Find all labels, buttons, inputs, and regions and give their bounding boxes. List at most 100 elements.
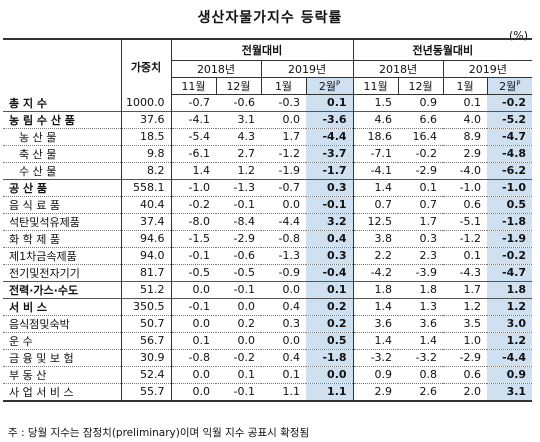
value-cell: 0.0 xyxy=(261,195,306,213)
value-cell: 1.8 xyxy=(352,280,399,298)
value-cell: 4.6 xyxy=(352,110,399,128)
value-cell: 0.4 xyxy=(261,348,306,366)
row-label: 제1차금속제품 xyxy=(3,246,121,264)
value-cell: -0.9 xyxy=(261,263,306,281)
row-label: 운 수 xyxy=(3,331,121,349)
weight-cell: 37.4 xyxy=(120,212,171,230)
weight-cell: 51.2 xyxy=(120,280,171,298)
row-label: 음식점및숙박 xyxy=(3,314,121,332)
weight-cell: 1000.0 xyxy=(120,94,171,111)
table-row: 농 산 물 18.5 -5.4 4.3 1.7 -4.4 18.6 16.4 8.9 -4.7 xyxy=(3,127,533,145)
row-label: 사 업 서 비 스 xyxy=(3,382,121,401)
row-label: 농 산 물 xyxy=(3,127,121,145)
value-cell: 0.0 xyxy=(306,365,354,383)
value-cell: -1.7 xyxy=(306,161,354,179)
value-cell: 2.7 xyxy=(216,144,261,162)
value-cell: -7.1 xyxy=(352,144,399,162)
row-label: 석탄및석유제품 xyxy=(3,212,121,230)
value-cell: -0.1 xyxy=(216,382,261,401)
value-cell: -3.7 xyxy=(306,144,354,162)
value-cell: -0.8 xyxy=(261,229,306,247)
table-row: 축 산 물 9.8 -6.1 2.7 -1.2 -3.7 -7.1 -0.2 2.9 -4.8 xyxy=(3,144,533,162)
value-cell: 0.4 xyxy=(306,229,354,247)
value-cell: 1.2 xyxy=(487,331,533,349)
weight-cell: 94.6 xyxy=(120,229,171,247)
value-cell: 1.4 xyxy=(352,178,399,196)
value-cell: 1.2 xyxy=(216,161,261,179)
value-cell: 3.6 xyxy=(352,314,399,332)
table-row: 농 림 수 산 품 37.6 -4.1 3.1 0.0 -3.6 4.6 6.6 4.0 -5.2 xyxy=(3,110,533,128)
weight-cell: 37.6 xyxy=(120,110,171,128)
value-cell: -1.9 xyxy=(487,229,533,247)
mom-month-1: 1월 xyxy=(260,77,306,95)
table-row: 사 업 서 비 스 55.7 0.0 -0.1 1.1 1.1 2.9 2.6 2.0 3.1 xyxy=(3,382,533,401)
value-cell: 0.8 xyxy=(398,365,444,383)
value-cell: -0.4 xyxy=(306,263,354,281)
table-row: 전력·가스·수도 51.2 0.0 -0.1 0.0 0.1 1.8 1.8 1.7 1.8 xyxy=(3,280,533,298)
row-label: 부 동 산 xyxy=(3,365,121,383)
value-cell: 1.7 xyxy=(398,212,444,230)
value-cell: -0.5 xyxy=(216,263,261,281)
value-cell: 0.7 xyxy=(352,195,399,213)
weight-cell: 56.7 xyxy=(120,331,171,349)
value-cell: -1.2 xyxy=(443,229,488,247)
row-label: 축 산 물 xyxy=(3,144,121,162)
value-cell: 4.0 xyxy=(443,110,488,128)
yoy-month-2: 2월P xyxy=(486,77,533,95)
value-cell: 0.3 xyxy=(261,314,306,332)
value-cell: -6.1 xyxy=(170,144,216,162)
row-label: 금 융 및 보 험 xyxy=(3,348,121,366)
value-cell: -3.2 xyxy=(352,348,399,366)
row-label: 수 산 물 xyxy=(3,161,121,179)
value-cell: -3.6 xyxy=(306,110,354,128)
weight-cell: 55.7 xyxy=(120,382,171,401)
value-cell: -0.3 xyxy=(278,96,300,110)
value-cell: -8.0 xyxy=(170,212,216,230)
value-cell: 0.1 xyxy=(170,331,216,349)
yoy-month-12: 12월 xyxy=(397,77,444,95)
value-cell: 2.0 xyxy=(443,382,488,401)
value-cell: 1.5 xyxy=(352,94,399,111)
table-row: 전기및전자기기 81.7 -0.5 -0.5 -0.9 -0.4 -4.2 -3.9 -4.3-… xyxy=(3,263,533,281)
value-cell: -0.5 xyxy=(170,263,216,281)
mom-year-2018: 2018년 xyxy=(170,60,261,78)
value-cell: -1.3 xyxy=(216,178,261,196)
row-label: 전기및전자기기 xyxy=(3,263,121,281)
weight-cell: 18.5 xyxy=(120,127,171,145)
value-cell: 0.3 xyxy=(306,178,354,196)
weight-header: 가중치 xyxy=(120,39,171,95)
value-cell: 1.4 xyxy=(352,297,399,315)
value-cell: 8.9 xyxy=(443,127,488,145)
value-cell: 1.1 xyxy=(306,382,354,401)
weight-cell: 350.5 xyxy=(120,297,171,315)
price-index-table: 가중치 전월대비 전년동월대비 2018년 2019년 2018년 2019년 … xyxy=(3,38,533,402)
value-cell: 12.5 xyxy=(352,212,399,230)
value-cell: -4.2 xyxy=(352,263,399,281)
value-cell: -1.3 xyxy=(261,246,306,264)
value-cell: 1.7 xyxy=(261,127,306,145)
value-cell: 0.0 xyxy=(261,280,306,298)
value-cell: 2.2 xyxy=(352,246,399,264)
yoy-month-11: 11월 xyxy=(352,77,399,95)
value-cell: 3.1 xyxy=(216,110,261,128)
value-cell: -4.1 xyxy=(170,110,216,128)
value-cell: -4.4 xyxy=(306,127,354,145)
value-cell: 3.0 xyxy=(487,314,533,332)
value-cell: 2.9 xyxy=(443,144,488,162)
mom-year-2019: 2019년 xyxy=(260,60,354,78)
value-cell: -4.7 xyxy=(487,263,533,281)
value-cell: 0.1 xyxy=(463,96,482,110)
value-cell: 18.6 xyxy=(352,127,399,145)
value-cell: 0.5 xyxy=(487,195,533,213)
row-label: 총 지 수 xyxy=(9,96,48,110)
footnote: 주 : 당월 지수는 잠정치(preliminary)이며 익월 지수 공표시 … xyxy=(8,427,310,439)
table-row: 석탄및석유제품 37.4 -8.0 -8.4 -4.4 3.2 12.5 1.7 -5.1 -1.… xyxy=(3,212,533,230)
weight-cell: 30.9 xyxy=(120,348,171,366)
value-cell: 1.8 xyxy=(487,280,533,298)
value-cell: 0.9 xyxy=(487,365,533,383)
value-cell: -2.9 xyxy=(398,161,444,179)
value-cell: 2.3 xyxy=(398,246,444,264)
value-cell: 1.2 xyxy=(487,297,533,315)
value-cell: 0.5 xyxy=(306,331,354,349)
value-cell: 2.9 xyxy=(352,382,399,401)
